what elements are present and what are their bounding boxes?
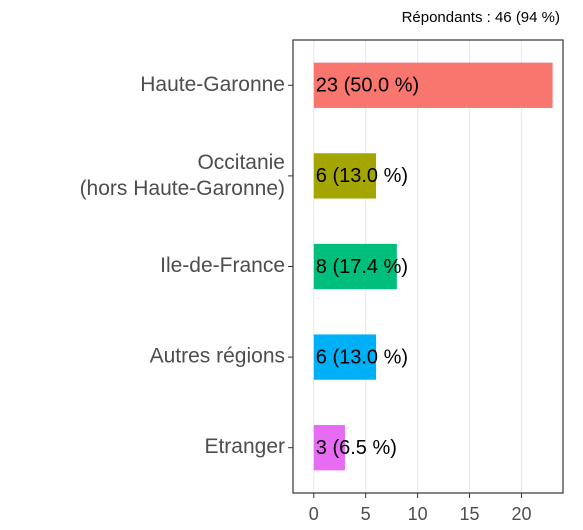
y-tick-label: Occitanie (hors Haute-Garonne) <box>80 150 285 199</box>
value-label: 23 (50.0 %) <box>316 75 419 97</box>
bar <box>313 62 553 108</box>
x-tick-label: 10 <box>408 504 428 524</box>
chart-subtitle: Répondants : 46 (94 %) <box>402 9 560 26</box>
value-label: 3 (6.5 %) <box>316 437 397 459</box>
panel-border <box>292 39 564 494</box>
y-tick-label: Ile-de-France <box>160 254 285 277</box>
value-label: 6 (13.0 %) <box>316 346 408 368</box>
x-tick-label: 20 <box>511 504 531 524</box>
x-tick-label: 15 <box>460 504 480 524</box>
y-tick-label: Haute-Garonne <box>140 73 285 96</box>
y-tick-label: Autres régions <box>150 345 285 368</box>
bar <box>313 334 377 380</box>
bar <box>313 425 345 471</box>
bar <box>313 153 377 199</box>
x-tick-label: 0 <box>309 504 319 524</box>
value-label: 8 (17.4 %) <box>316 256 408 278</box>
x-tick-label: 5 <box>361 504 371 524</box>
y-tick-label: Etranger <box>204 435 285 458</box>
value-label: 6 (13.0 %) <box>316 165 408 187</box>
bar <box>313 243 397 290</box>
